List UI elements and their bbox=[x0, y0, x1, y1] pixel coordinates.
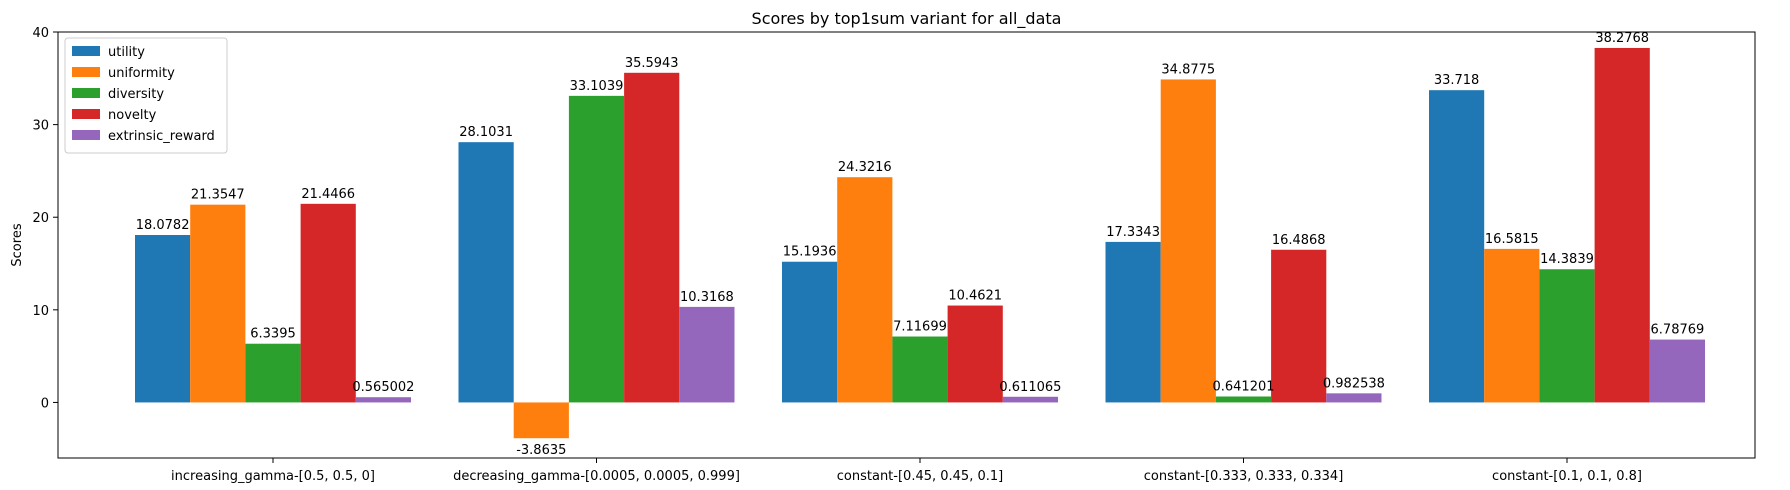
legend-swatch-uniformity bbox=[72, 67, 100, 77]
bar-value-label: 38.2768 bbox=[1595, 31, 1649, 46]
y-tick-label: 20 bbox=[32, 211, 49, 226]
bar-value-label: 14.3839 bbox=[1540, 252, 1594, 267]
bar-value-label: -3.8635 bbox=[516, 443, 566, 458]
legend-swatch-diversity bbox=[72, 88, 100, 98]
bar-value-label: 21.3547 bbox=[191, 188, 245, 203]
bar-uniformity-3 bbox=[1160, 79, 1216, 403]
bar-utility-1 bbox=[458, 142, 514, 403]
bar-diversity-4 bbox=[1539, 269, 1595, 403]
bar-value-label: 28.1031 bbox=[459, 125, 513, 140]
bar-value-label: 35.5943 bbox=[625, 56, 679, 71]
x-tick-label: decreasing_gamma-[0.0005, 0.0005, 0.999] bbox=[453, 469, 740, 484]
bar-diversity-1 bbox=[568, 95, 625, 403]
bar-value-label: 33.1039 bbox=[570, 79, 624, 94]
chart-title: Scores by top1sum variant for all_data bbox=[752, 9, 1062, 29]
bar-value-label: 0.641201 bbox=[1212, 379, 1274, 394]
y-tick-label: 30 bbox=[32, 119, 49, 134]
y-axis-label: Scores bbox=[10, 223, 25, 266]
legend-swatch-utility bbox=[72, 46, 100, 56]
y-tick-label: 0 bbox=[41, 396, 49, 411]
bar-value-label: 34.8775 bbox=[1161, 62, 1215, 77]
bar-diversity-3 bbox=[1215, 396, 1272, 403]
bar-novelty-1 bbox=[624, 72, 680, 403]
bar-novelty-4 bbox=[1594, 47, 1650, 403]
bar-value-label: 16.5815 bbox=[1485, 232, 1539, 247]
x-tick-label: constant-[0.1, 0.1, 0.8] bbox=[1492, 469, 1642, 484]
bar-utility-3 bbox=[1105, 241, 1161, 403]
bar-uniformity-4 bbox=[1484, 248, 1540, 403]
bar-value-label: 16.4868 bbox=[1272, 233, 1326, 248]
legend-label-novelty: novelty bbox=[108, 108, 157, 123]
bar-extrinsic_reward-4 bbox=[1649, 339, 1705, 403]
bar-value-label: 10.3168 bbox=[680, 290, 734, 305]
bar-extrinsic_reward-3 bbox=[1326, 393, 1382, 403]
bar-value-labels: 18.0782 28.1031 15.1936 17.3343 33.718 21.354… bbox=[136, 31, 1705, 458]
bar-value-label: 6.78769 bbox=[1651, 323, 1705, 338]
bar-value-label: 7.11699 bbox=[893, 320, 947, 335]
x-tick-label: increasing_gamma-[0.5, 0.5, 0] bbox=[171, 469, 375, 484]
legend-label-extrinsic_reward: extrinsic_reward bbox=[108, 129, 215, 144]
bar-novelty-2 bbox=[947, 305, 1003, 403]
x-tick-label: constant-[0.45, 0.45, 0.1] bbox=[837, 469, 1003, 484]
plot-frame bbox=[57, 31, 1756, 459]
bar-uniformity-2 bbox=[837, 177, 893, 403]
axes: 0 10 20 30 40 increasing_gamma-[0.5, 0.5, 0] d… bbox=[32, 26, 1756, 484]
bar-value-label: 0.982538 bbox=[1323, 376, 1385, 391]
bar-diversity-2 bbox=[892, 336, 948, 403]
x-tick-label: constant-[0.333, 0.333, 0.334] bbox=[1144, 469, 1344, 484]
bar-value-label: 18.0782 bbox=[136, 218, 190, 233]
bar-value-label: 6.3395 bbox=[250, 327, 296, 342]
bars-layer bbox=[135, 47, 1705, 439]
legend-swatch-extrinsic_reward bbox=[72, 130, 100, 140]
bar-value-label: 0.565002 bbox=[352, 380, 414, 395]
bar-extrinsic_reward-2 bbox=[1002, 396, 1058, 403]
bar-value-label: 33.718 bbox=[1434, 73, 1480, 88]
bar-value-label: 10.4621 bbox=[948, 289, 1002, 304]
bar-extrinsic_reward-0 bbox=[355, 397, 411, 403]
bar-extrinsic_reward-1 bbox=[679, 306, 735, 403]
bar-diversity-0 bbox=[245, 343, 301, 403]
bar-novelty-3 bbox=[1271, 249, 1327, 403]
legend: utility uniformity diversity novelty extrins… bbox=[64, 37, 228, 154]
bar-value-label: 15.1936 bbox=[783, 245, 837, 260]
bar-value-label: 17.3343 bbox=[1106, 225, 1160, 240]
bar-uniformity-1 bbox=[513, 402, 569, 439]
bar-utility-0 bbox=[135, 235, 191, 403]
legend-label-uniformity: uniformity bbox=[108, 66, 175, 81]
bar-novelty-0 bbox=[300, 203, 356, 403]
bar-utility-4 bbox=[1429, 90, 1485, 403]
y-tick-label: 40 bbox=[32, 26, 49, 41]
bar-value-label: 0.611065 bbox=[999, 380, 1061, 395]
legend-label-diversity: diversity bbox=[108, 87, 164, 102]
bar-value-label: 24.3216 bbox=[838, 160, 892, 175]
legend-swatch-novelty bbox=[72, 109, 100, 119]
bar-value-label: 21.4466 bbox=[301, 187, 355, 202]
y-tick-label: 10 bbox=[32, 304, 49, 319]
legend-box bbox=[64, 37, 228, 154]
legend-label-utility: utility bbox=[108, 45, 145, 60]
bar-uniformity-0 bbox=[190, 204, 246, 403]
bar-utility-2 bbox=[782, 261, 838, 403]
